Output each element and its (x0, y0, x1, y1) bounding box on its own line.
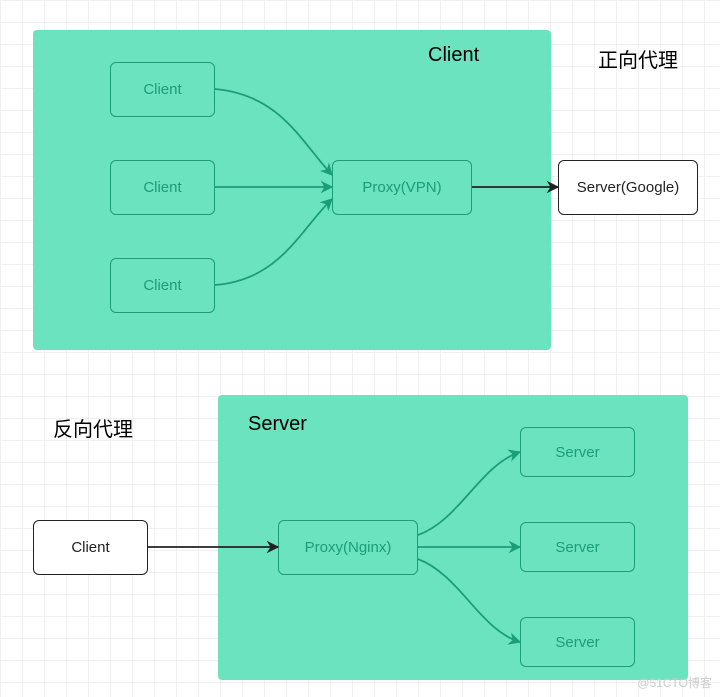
bottom-server-0: Server (520, 427, 635, 477)
bottom-proxy: Proxy(Nginx) (278, 520, 418, 575)
node-label: Proxy(Nginx) (305, 539, 392, 556)
node-label: Server (555, 444, 599, 461)
top-client-2: Client (110, 258, 215, 313)
node-label: Server (555, 539, 599, 556)
bottom-client: Client (33, 520, 148, 575)
bottom-region-label: Server (248, 413, 307, 436)
node-label: Client (143, 277, 181, 294)
node-label: Server(Google) (577, 179, 680, 196)
bottom-server-1: Server (520, 522, 635, 572)
top-proxy: Proxy(VPN) (332, 160, 472, 215)
bottom-server-2: Server (520, 617, 635, 667)
top-title: 正向代理 (598, 44, 678, 73)
bottom-title: 反向代理 (53, 413, 133, 442)
node-label: Server (555, 634, 599, 651)
top-server: Server(Google) (558, 160, 698, 215)
node-label: Client (143, 81, 181, 98)
top-client-0: Client (110, 62, 215, 117)
top-client-1: Client (110, 160, 215, 215)
watermark: @51CTO博客 (637, 674, 712, 691)
node-label: Proxy(VPN) (362, 179, 441, 196)
top-region-label: Client (428, 44, 479, 67)
node-label: Client (143, 179, 181, 196)
node-label: Client (71, 539, 109, 556)
